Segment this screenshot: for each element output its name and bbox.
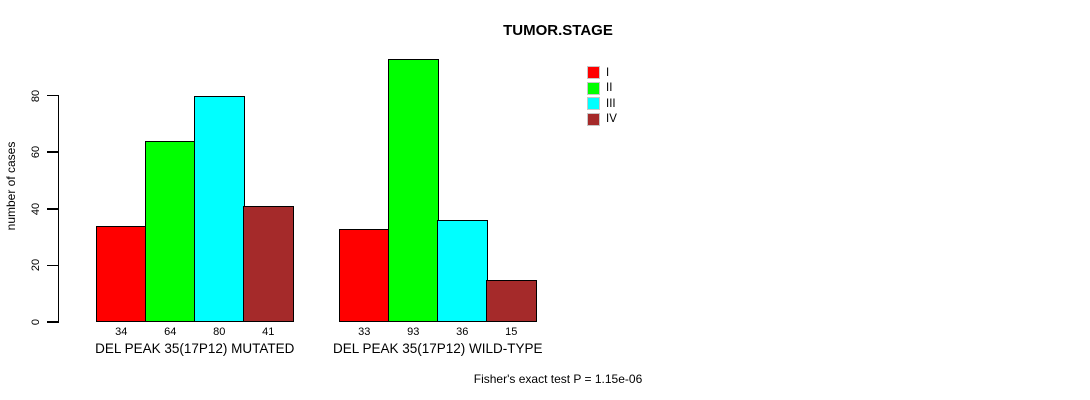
bar-value-label: 41 xyxy=(262,326,275,338)
y-axis-tick-label: 60 xyxy=(30,146,42,159)
y-axis-tick xyxy=(47,321,59,323)
bar-stage-IV xyxy=(243,205,294,322)
legend-label: I xyxy=(606,66,610,79)
bar-value-label: 64 xyxy=(164,326,177,338)
y-axis-tick xyxy=(47,151,59,153)
bar-stage-IV xyxy=(486,279,537,322)
legend-item: II xyxy=(587,81,617,95)
legend-swatch-III xyxy=(587,97,600,111)
legend-label: III xyxy=(606,97,616,110)
bar-value-label: 15 xyxy=(505,326,518,338)
group-label: DEL PEAK 35(17P12) WILD-TYPE xyxy=(332,341,543,356)
bar-stage-II xyxy=(388,58,439,322)
bar-value-label: 33 xyxy=(358,326,371,338)
legend-swatch-I xyxy=(587,66,600,79)
legend-swatch-IV xyxy=(587,112,600,126)
bar-stage-III xyxy=(194,95,245,322)
legend: I II III IV xyxy=(587,66,617,128)
bar-value-label: 36 xyxy=(456,326,469,338)
bar-stage-I xyxy=(96,225,147,322)
legend-label: IV xyxy=(606,113,617,126)
bar-value-label: 80 xyxy=(213,326,226,338)
legend-item: III xyxy=(587,97,617,111)
legend-swatch-II xyxy=(587,81,600,95)
y-axis-tick xyxy=(47,264,59,267)
fisher-test-footnote: Fisher's exact test P = 1.15e-06 xyxy=(473,372,643,386)
y-axis-tick xyxy=(47,208,59,210)
chart-title: TUMOR.STAGE xyxy=(503,22,613,39)
legend-item: I xyxy=(587,66,617,79)
y-axis-tick xyxy=(47,94,59,97)
y-axis-tick-label: 0 xyxy=(30,318,42,326)
bar-stage-I xyxy=(339,228,390,322)
legend-label: II xyxy=(606,82,613,95)
bar-value-label: 34 xyxy=(115,326,128,338)
y-axis-tick-label: 40 xyxy=(30,202,42,215)
bar-stage-II xyxy=(145,140,196,322)
y-axis-tick-label: 80 xyxy=(30,89,42,102)
bar-value-label: 93 xyxy=(407,326,420,338)
legend-item: IV xyxy=(587,112,617,126)
y-axis-label: number of cases xyxy=(4,141,18,231)
y-axis-tick-label: 20 xyxy=(30,259,42,272)
group-label: DEL PEAK 35(17P12) MUTATED xyxy=(95,341,295,356)
bar-stage-III xyxy=(437,220,488,322)
